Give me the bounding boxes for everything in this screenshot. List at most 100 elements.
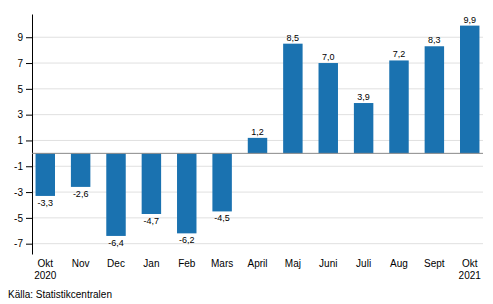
x-tick: Sept	[424, 254, 445, 269]
data-label: 8,3	[428, 35, 441, 45]
plot: -7-5-3-113579Okt2020NovDecJanFebMarsApri…	[14, 15, 483, 282]
bar	[354, 103, 373, 153]
y-tick-label: 9	[17, 32, 23, 43]
bar	[248, 138, 267, 153]
x-tick-label-line: April	[247, 258, 267, 269]
x-tick: Juli	[356, 254, 371, 269]
y-axis-line	[32, 15, 33, 255]
data-labels: -3,3-2,6-6,4-4,7-6,2-4,51,28,57,03,97,28…	[38, 15, 476, 248]
y-tick-label: -1	[14, 161, 23, 172]
chart: -7-5-3-113579Okt2020NovDecJanFebMarsApri…	[0, 0, 493, 304]
x-tick: Okt2021	[459, 254, 482, 281]
data-label: 7,2	[393, 49, 406, 59]
data-label: -4,7	[144, 216, 160, 226]
x-tick-label: Juli	[356, 258, 371, 269]
x-tick-label-line: Okt	[37, 258, 53, 269]
y-tick: -3	[14, 187, 32, 198]
bar	[389, 60, 408, 153]
bar	[106, 153, 125, 236]
x-tick-label-line: Sept	[424, 258, 445, 269]
x-tick-label-line: Maj	[285, 258, 301, 269]
data-label: -6,2	[179, 235, 195, 245]
x-tick-label-line: Feb	[178, 258, 196, 269]
y-tick-mark	[26, 63, 32, 64]
x-tick-label: Jan	[143, 258, 159, 269]
y-tick: -5	[14, 213, 32, 224]
zero-line	[32, 153, 483, 154]
x-tick: Nov	[72, 254, 90, 269]
y-tick: 9	[17, 32, 32, 43]
bars	[36, 26, 480, 236]
grid-line	[32, 166, 483, 167]
x-tick-label: Juni	[319, 258, 337, 269]
x-tick-label-line: Aug	[390, 258, 408, 269]
x-tick: Mars	[211, 254, 233, 269]
bar	[36, 153, 55, 196]
grid	[32, 37, 483, 243]
x-axis: Okt2020NovDecJanFebMarsAprilMajJuniJuliA…	[34, 254, 481, 281]
x-tick-label-line: 2020	[34, 270, 57, 281]
y-tick: -7	[14, 238, 32, 249]
data-label: -6,4	[108, 238, 124, 248]
x-tick-label: Dec	[107, 258, 125, 269]
x-tick-label: Maj	[285, 258, 301, 269]
data-label: 9,9	[463, 15, 476, 25]
x-tick-label-line: Okt	[462, 258, 478, 269]
y-tick-label: -7	[14, 238, 23, 249]
x-tick-label: Okt2021	[459, 258, 482, 281]
x-tick-label: Feb	[178, 258, 196, 269]
grid-line	[32, 217, 483, 218]
x-tick-label-line: 2021	[459, 270, 482, 281]
y-tick-mark	[26, 37, 32, 38]
x-tick-label: Mars	[211, 258, 233, 269]
data-label: 7,0	[322, 52, 335, 62]
x-tick: Dec	[107, 254, 125, 269]
data-label: 1,2	[251, 127, 264, 137]
x-tick: April	[247, 254, 267, 269]
x-tick: Aug	[390, 254, 408, 269]
x-tick: Juni	[319, 254, 337, 269]
y-tick-label: 7	[17, 58, 23, 69]
bar	[71, 153, 90, 187]
x-tick-label-line: Mars	[211, 258, 233, 269]
bar	[425, 46, 444, 153]
bar	[212, 153, 231, 211]
x-tick-label: Okt2020	[34, 258, 57, 281]
grid-line	[32, 88, 483, 89]
x-tick-label-line: Jan	[143, 258, 159, 269]
y-tick-mark	[26, 192, 32, 193]
y-tick-mark	[26, 140, 32, 141]
y-tick-mark	[26, 89, 32, 90]
bar	[460, 26, 479, 154]
bar	[283, 44, 302, 154]
x-tick: Jan	[143, 254, 159, 269]
data-label: -4,5	[214, 213, 230, 223]
data-label: 3,9	[357, 92, 370, 102]
source: Källa: Statistikcentralen	[8, 289, 112, 300]
data-label: -3,3	[38, 198, 54, 208]
bar	[142, 153, 161, 214]
y-tick: 7	[17, 58, 32, 69]
y-tick-label: -5	[14, 213, 23, 224]
grid-line	[32, 114, 483, 115]
y-tick-label: -3	[14, 187, 23, 198]
x-tick: Maj	[285, 254, 301, 269]
y-tick-label: 3	[17, 109, 23, 120]
grid-line	[32, 243, 483, 244]
y-axis: -7-5-3-113579	[14, 15, 32, 255]
y-tick-mark	[26, 218, 32, 219]
y-tick: -1	[14, 161, 32, 172]
x-tick-label: Aug	[390, 258, 408, 269]
x-tick-label: April	[247, 258, 267, 269]
x-tick: Okt2020	[34, 254, 57, 281]
y-tick-mark	[26, 244, 32, 245]
grid-line	[32, 37, 483, 38]
x-tick-label-line: Juni	[319, 258, 337, 269]
data-label: -2,6	[73, 189, 89, 199]
x-tick-label: Sept	[424, 258, 445, 269]
bar	[319, 63, 338, 153]
y-tick: 5	[17, 84, 32, 95]
y-tick-mark	[26, 166, 32, 167]
x-tick-label-line: Juli	[356, 258, 371, 269]
y-tick-label: 5	[17, 84, 23, 95]
